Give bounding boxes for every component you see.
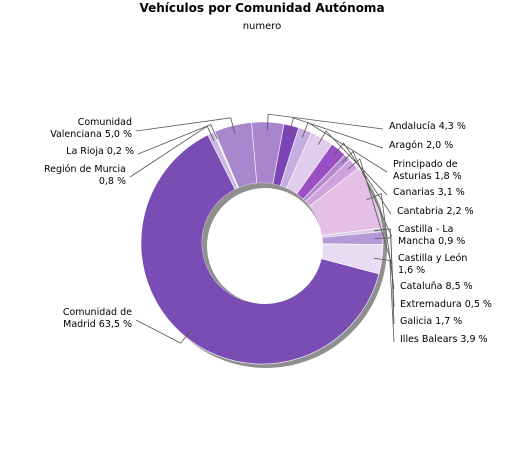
- slice-label-8: Extremadura 0,5 %: [400, 299, 492, 310]
- slice-label-2-line-1: Asturias 1,8 %: [393, 171, 462, 182]
- slice-label-0-line-0: Andalucía 4,3 %: [389, 121, 466, 132]
- slice-labels: Andalucía 4,3 % Aragón 2,0 % Principado de…: [44, 117, 492, 345]
- leader-line-11: [135, 319, 192, 344]
- slice-label-3: Canarias 3,1 %: [393, 187, 465, 198]
- slice-label-10: Illes Balears 3,9 %: [400, 334, 488, 345]
- slice-label-5-line-0: Castilla - La: [398, 224, 453, 235]
- slice-label-3-line-0: Canarias 3,1 %: [393, 187, 465, 198]
- slice-label-2: Principado de Asturias 1,8 %: [393, 159, 462, 182]
- slice-label-14-line-0: Comunidad: [78, 117, 132, 128]
- slice-label-14-line-1: Valenciana 5,0 %: [50, 129, 132, 140]
- leader-line-14: [135, 117, 236, 134]
- leader-line-1: [289, 117, 384, 149]
- leader-line-7: [366, 193, 395, 290]
- slice-label-13: La Rioja 0,2 %: [66, 146, 134, 157]
- chart-title: Vehículos por Comunidad Autónoma: [139, 1, 384, 15]
- leader-line-0: [267, 113, 384, 131]
- slice-label-6: Castilla y León 1,6 %: [398, 253, 467, 276]
- slice-label-11-line-0: Comunidad de: [63, 307, 132, 318]
- slice-label-10-line-0: Illes Balears 3,9 %: [400, 334, 488, 345]
- donut-hole: [207, 188, 323, 304]
- leader-line-4: [333, 142, 392, 215]
- slice-label-12: Región de Murcia 0,8 %: [44, 164, 126, 187]
- slice-label-11-line-1: Madrid 63,5 %: [63, 319, 132, 330]
- slice-label-12-line-0: Región de Murcia: [44, 164, 126, 175]
- slice-label-5-line-1: Mancha 0,9 %: [398, 236, 465, 247]
- slice-label-9: Galicia 1,7 %: [400, 316, 462, 327]
- leader-line-2: [301, 121, 388, 173]
- slices: [140, 121, 384, 365]
- leader-line-9: [374, 237, 395, 325]
- slice-label-7-line-0: Cataluña 8,5 %: [400, 281, 473, 292]
- slice-label-11: Comunidad de Madrid 63,5 %: [63, 307, 132, 330]
- slice-label-9-line-0: Galicia 1,7 %: [400, 316, 462, 327]
- slice-label-2-line-0: Principado de: [393, 159, 458, 170]
- slice-label-8-line-0: Extremadura 0,5 %: [400, 299, 492, 310]
- slice-label-1-line-0: Aragón 2,0 %: [389, 140, 453, 151]
- slice-label-7: Cataluña 8,5 %: [400, 281, 473, 292]
- leader-line-5: [341, 150, 393, 238]
- leader-lines: [129, 113, 395, 344]
- slice-label-12-line-1: 0,8 %: [99, 176, 126, 187]
- slice-label-14: Comunidad Valenciana 5,0 %: [50, 117, 132, 140]
- chart-subtitle: numero: [243, 21, 282, 32]
- leader-line-13: [137, 124, 218, 155]
- slice-label-5: Castilla - La Mancha 0,9 %: [398, 224, 465, 247]
- leader-line-10: [373, 257, 395, 343]
- slice-label-13-line-0: La Rioja 0,2 %: [66, 146, 134, 157]
- slice-label-0: Andalucía 4,3 %: [389, 121, 466, 132]
- slice-label-1: Aragón 2,0 %: [389, 140, 453, 151]
- slice-label-6-line-0: Castilla y León: [398, 253, 467, 264]
- leader-line-3: [317, 130, 388, 196]
- slice-label-4: Cantabria 2,2 %: [397, 206, 474, 217]
- slice-label-6-line-1: 1,6 %: [398, 265, 425, 276]
- slice-label-4-line-0: Cantabria 2,2 %: [397, 206, 474, 217]
